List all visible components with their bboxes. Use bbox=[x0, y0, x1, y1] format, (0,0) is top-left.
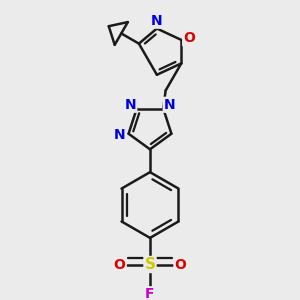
Text: O: O bbox=[174, 257, 186, 272]
Text: O: O bbox=[114, 257, 126, 272]
Text: N: N bbox=[151, 14, 163, 28]
Text: S: S bbox=[145, 257, 155, 272]
Text: N: N bbox=[125, 98, 136, 112]
Text: F: F bbox=[145, 287, 155, 300]
Text: N: N bbox=[114, 128, 126, 142]
Text: N: N bbox=[164, 98, 175, 112]
Text: O: O bbox=[183, 31, 195, 45]
